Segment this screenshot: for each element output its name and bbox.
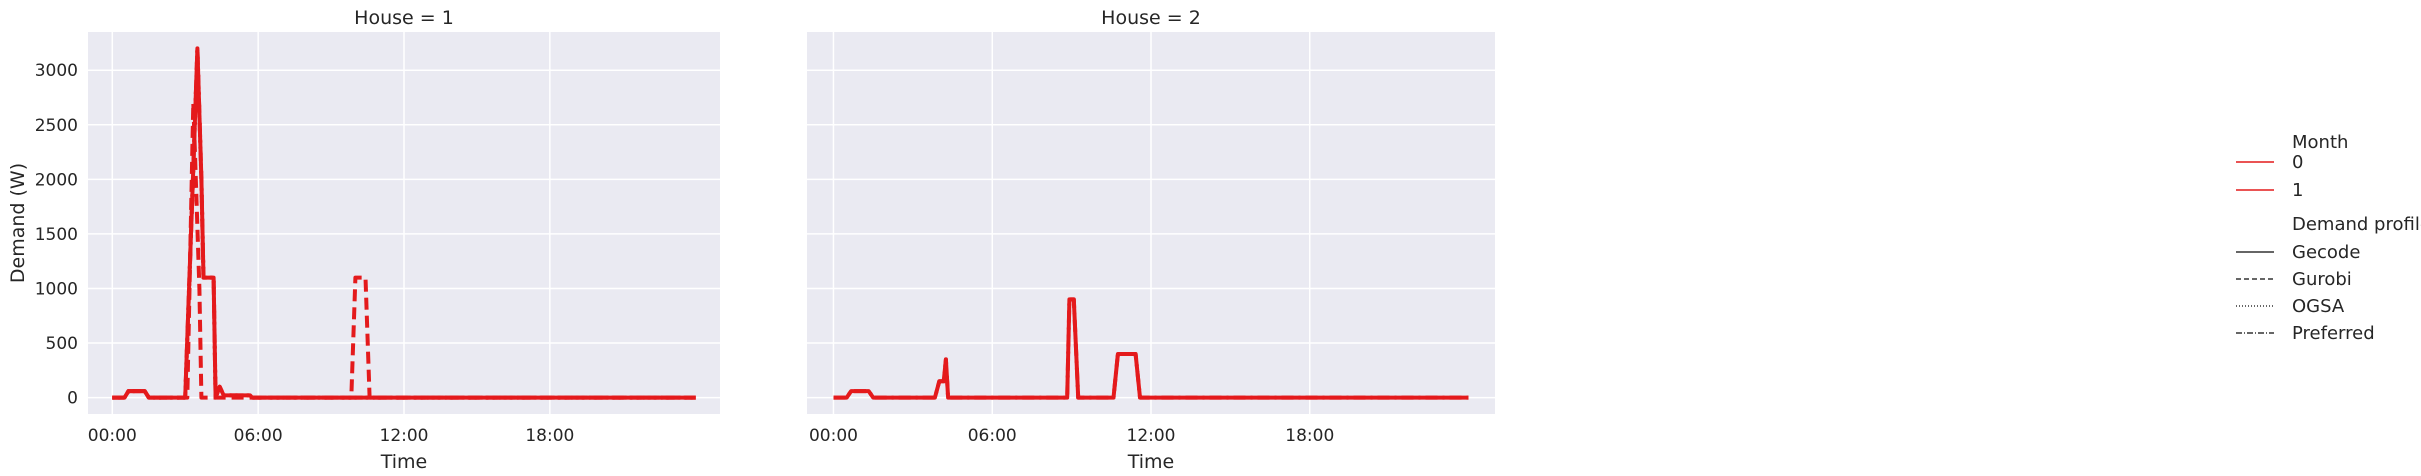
x-tick-label: 18:00 bbox=[1285, 426, 1334, 446]
series-line-gecode bbox=[833, 297, 1469, 400]
x-tick-label: 06:00 bbox=[968, 426, 1017, 446]
legend-month-label: 1 bbox=[2292, 180, 2303, 201]
x-tick-label: 00:00 bbox=[809, 426, 858, 446]
x-axis-label: Time bbox=[380, 451, 428, 473]
chart-panel-1: House = 1 0 500 1000 1500 2000 2500 3000 Demand … bbox=[7, 7, 720, 473]
y-tick-label: 1500 bbox=[35, 225, 78, 245]
x-tick-label: 18:00 bbox=[525, 426, 574, 446]
x-tick-label: 12:00 bbox=[380, 426, 429, 446]
series-line-ogsa bbox=[112, 46, 696, 400]
x-tick-label: 00:00 bbox=[88, 426, 137, 446]
y-tick-label: 2500 bbox=[35, 116, 78, 136]
y-tick-label: 500 bbox=[46, 334, 78, 354]
legend-profile-label: OGSA bbox=[2292, 296, 2345, 317]
legend-profile-label: Gecode bbox=[2292, 242, 2360, 263]
y-tick-label: 3000 bbox=[35, 61, 78, 81]
legend: Month 01 Demand profile GecodeGurobiOGSA… bbox=[2236, 132, 2421, 344]
y-axis-label: Demand (W) bbox=[7, 163, 29, 283]
legend-profile-entries: Gecode Gurobi OGSA Preferred bbox=[2236, 242, 2375, 344]
series-line-gurobi bbox=[112, 100, 696, 400]
y-tick-label: 1000 bbox=[35, 279, 78, 299]
chart-panel-2: House = 2 00:00 06:00 12:00 18:00 Time bbox=[807, 7, 1495, 473]
x-tick-label: 12:00 bbox=[1127, 426, 1176, 446]
y-tick-label: 2000 bbox=[35, 170, 78, 190]
x-axis-label: Time bbox=[1127, 451, 1175, 473]
panel-title: House = 2 bbox=[1101, 7, 1201, 29]
legend-profile-label: Preferred bbox=[2292, 323, 2375, 344]
legend-month-title: Month bbox=[2292, 132, 2348, 153]
legend-profile-title: Demand profile bbox=[2292, 214, 2421, 235]
y-tick-label: 0 bbox=[67, 389, 78, 409]
legend-month-label: 0 bbox=[2292, 152, 2303, 173]
legend-month-entries: 01 bbox=[2236, 152, 2303, 201]
panel-title: House = 1 bbox=[354, 7, 454, 29]
x-tick-label: 06:00 bbox=[234, 426, 283, 446]
chart-panels: House = 1 0 500 1000 1500 2000 2500 3000 Demand … bbox=[7, 7, 1495, 473]
legend-profile-label: Gurobi bbox=[2292, 269, 2352, 290]
